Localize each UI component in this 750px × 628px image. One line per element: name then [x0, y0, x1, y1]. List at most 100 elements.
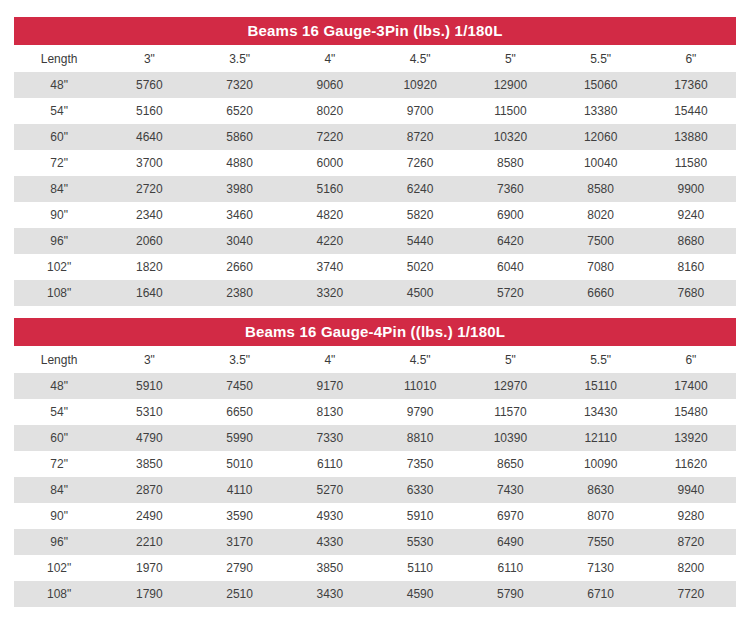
load-value-cell: 8020 [285, 98, 375, 124]
load-value-cell: 17360 [646, 72, 736, 98]
load-value-cell: 9790 [375, 399, 465, 425]
load-value-cell: 8160 [646, 254, 736, 280]
load-value-cell: 7500 [556, 228, 646, 254]
load-value-cell: 4500 [375, 280, 465, 306]
load-value-cell: 1820 [104, 254, 194, 280]
load-value-cell: 3850 [285, 555, 375, 581]
load-value-cell: 7330 [285, 425, 375, 451]
load-value-cell: 11580 [646, 150, 736, 176]
load-value-cell: 4930 [285, 503, 375, 529]
row-length-cell: 54" [14, 98, 104, 124]
row-length-cell: 84" [14, 477, 104, 503]
beams-3pin-table-head: Length3"3.5"4"4.5"5"5.5"6" [14, 45, 736, 72]
load-value-cell: 5910 [104, 373, 194, 399]
table-row: 108"1790251034304590579067107720 [14, 581, 736, 607]
load-value-cell: 4220 [285, 228, 375, 254]
load-value-cell: 5160 [104, 98, 194, 124]
load-value-cell: 7220 [285, 124, 375, 150]
load-value-cell: 2870 [104, 477, 194, 503]
load-value-cell: 5910 [375, 503, 465, 529]
load-value-cell: 12970 [465, 373, 555, 399]
table-row: 54"5160652080209700115001338015440 [14, 98, 736, 124]
load-value-cell: 8200 [646, 555, 736, 581]
load-value-cell: 8580 [556, 176, 646, 202]
load-value-cell: 3700 [104, 150, 194, 176]
load-value-cell: 8070 [556, 503, 646, 529]
load-value-cell: 15110 [556, 373, 646, 399]
column-header-row: Length3"3.5"4"4.5"5"5.5"6" [14, 45, 736, 72]
load-value-cell: 12900 [465, 72, 555, 98]
page-body: Beams 16 Gauge-3Pin (lbs.) 1/180L Length… [0, 0, 750, 607]
load-value-cell: 7260 [375, 150, 465, 176]
load-value-cell: 7550 [556, 529, 646, 555]
load-value-cell: 6110 [465, 555, 555, 581]
load-value-cell: 13920 [646, 425, 736, 451]
load-value-cell: 4880 [195, 150, 285, 176]
table-row: 96"2060304042205440642075008680 [14, 228, 736, 254]
load-value-cell: 11010 [375, 373, 465, 399]
width-column-header: 6" [646, 45, 736, 72]
load-value-cell: 5790 [465, 581, 555, 607]
width-column-header: 3.5" [195, 45, 285, 72]
width-column-header: 5" [465, 45, 555, 72]
load-value-cell: 5010 [195, 451, 285, 477]
load-value-cell: 5440 [375, 228, 465, 254]
width-column-header: 3.5" [195, 346, 285, 373]
load-value-cell: 2510 [195, 581, 285, 607]
load-value-cell: 8020 [556, 202, 646, 228]
table-row: 60"4790599073308810103901211013920 [14, 425, 736, 451]
load-value-cell: 5760 [104, 72, 194, 98]
load-value-cell: 6900 [465, 202, 555, 228]
table-row: 48"57607320906010920129001506017360 [14, 72, 736, 98]
load-value-cell: 11500 [465, 98, 555, 124]
beams-4pin-section: Beams 16 Gauge-4Pin ((lbs.) 1/180L Lengt… [14, 318, 736, 607]
width-column-header: 5.5" [556, 346, 646, 373]
load-value-cell: 4640 [104, 124, 194, 150]
load-value-cell: 7350 [375, 451, 465, 477]
load-value-cell: 9170 [285, 373, 375, 399]
load-value-cell: 15060 [556, 72, 646, 98]
beams-4pin-table-body: 48"5910745091701101012970151101740054"53… [14, 373, 736, 607]
load-value-cell: 2340 [104, 202, 194, 228]
load-value-cell: 4110 [195, 477, 285, 503]
load-value-cell: 5310 [104, 399, 194, 425]
table-row: 102"1970279038505110611071308200 [14, 555, 736, 581]
column-header-row: Length3"3.5"4"4.5"5"5.5"6" [14, 346, 736, 373]
load-value-cell: 7720 [646, 581, 736, 607]
load-value-cell: 6330 [375, 477, 465, 503]
row-length-cell: 54" [14, 399, 104, 425]
load-value-cell: 6710 [556, 581, 646, 607]
load-value-cell: 7680 [646, 280, 736, 306]
length-column-header: Length [14, 45, 104, 72]
row-length-cell: 102" [14, 254, 104, 280]
width-column-header: 3" [104, 346, 194, 373]
table-row: 72"370048806000726085801004011580 [14, 150, 736, 176]
width-column-header: 4" [285, 346, 375, 373]
load-value-cell: 6520 [195, 98, 285, 124]
row-length-cell: 96" [14, 228, 104, 254]
load-value-cell: 7450 [195, 373, 285, 399]
beams-4pin-title-bar: Beams 16 Gauge-4Pin ((lbs.) 1/180L [14, 318, 736, 346]
load-value-cell: 6970 [465, 503, 555, 529]
row-length-cell: 48" [14, 72, 104, 98]
load-value-cell: 7360 [465, 176, 555, 202]
load-value-cell: 2210 [104, 529, 194, 555]
width-column-header: 4.5" [375, 45, 465, 72]
load-value-cell: 2380 [195, 280, 285, 306]
load-value-cell: 6110 [285, 451, 375, 477]
load-value-cell: 5720 [465, 280, 555, 306]
load-value-cell: 2660 [195, 254, 285, 280]
table-row: 72"385050106110735086501009011620 [14, 451, 736, 477]
load-value-cell: 8580 [465, 150, 555, 176]
table-row: 108"1640238033204500572066607680 [14, 280, 736, 306]
row-length-cell: 96" [14, 529, 104, 555]
load-value-cell: 9060 [285, 72, 375, 98]
load-value-cell: 11620 [646, 451, 736, 477]
load-value-cell: 10040 [556, 150, 646, 176]
beams-4pin-table: Length3"3.5"4"4.5"5"5.5"6" 48"5910745091… [14, 346, 736, 607]
load-value-cell: 1790 [104, 581, 194, 607]
load-value-cell: 6420 [465, 228, 555, 254]
load-value-cell: 1970 [104, 555, 194, 581]
load-value-cell: 5990 [195, 425, 285, 451]
load-value-cell: 13380 [556, 98, 646, 124]
